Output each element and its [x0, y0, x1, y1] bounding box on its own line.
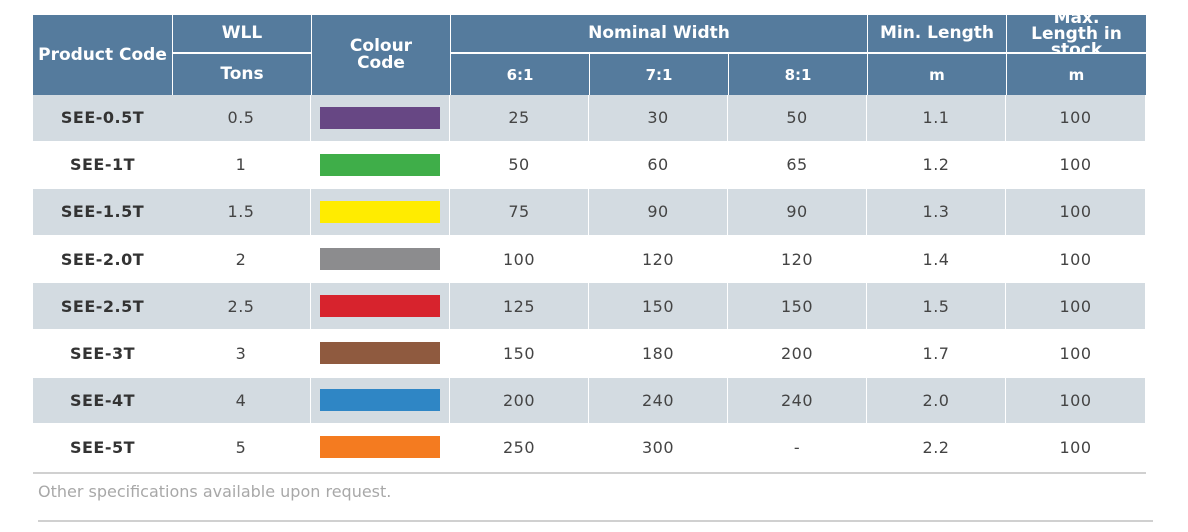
header-ratio: 6:1 [451, 54, 589, 95]
nominal-width-value: 90 [728, 189, 866, 235]
min-length-value: 2.2 [922, 437, 950, 457]
max-length-value: 100 [1006, 95, 1145, 141]
nominal-width-value: 150 [502, 343, 536, 363]
nominal-width-value: 60 [647, 155, 669, 175]
min-length-value: 2.0 [867, 377, 1005, 424]
max-length-value: 100 [1006, 283, 1145, 329]
colour-swatch [320, 153, 440, 176]
nominal-width-value: 300 [641, 437, 675, 457]
colour-cell [311, 377, 449, 424]
colour-cell [311, 331, 449, 377]
header-tons: Tons [173, 54, 311, 95]
nominal-width-value: 25 [450, 95, 588, 141]
header-min-unit: m [868, 54, 1006, 95]
max-length-value: 100 [1059, 249, 1092, 269]
colour-swatch [320, 295, 440, 318]
nominal-width-value: 125 [450, 283, 588, 329]
nominal-width-value: - [793, 437, 801, 457]
wll-value: 2 [235, 249, 247, 269]
nominal-width-value: 75 [450, 189, 588, 235]
colour-swatch [320, 200, 440, 223]
colour-swatch [320, 436, 440, 459]
max-length-value: 100 [1059, 437, 1092, 457]
nominal-width-value: 250 [502, 437, 536, 457]
table-bottom-rule [33, 472, 1146, 474]
header-colour-code: Colour Code [312, 15, 450, 95]
wll-value: 5 [235, 437, 247, 457]
header-ratio: 8:1 [729, 54, 867, 95]
nominal-width-value: 65 [786, 155, 808, 175]
max-length-value: 100 [1059, 343, 1092, 363]
nominal-width-value: 30 [589, 95, 727, 141]
nominal-width-value: 50 [728, 95, 866, 141]
max-length-value: 100 [1059, 155, 1092, 175]
wll-value: 0.5 [172, 95, 310, 141]
max-length-value: 100 [1006, 377, 1145, 424]
header-nominal-width: Nominal Width [451, 15, 867, 52]
colour-cell [311, 425, 449, 471]
page-rule [38, 520, 1153, 522]
nominal-width-value: 100 [502, 249, 536, 269]
wll-value: 3 [235, 343, 247, 363]
wll-value: 1 [235, 155, 247, 175]
nominal-width-value: 240 [589, 377, 727, 424]
product-code: SEE-1.5T [33, 189, 172, 235]
header-wll: WLL [173, 15, 311, 52]
header-product-code: Product Code [33, 15, 172, 95]
min-length-value: 1.1 [867, 95, 1005, 141]
min-length-value: 1.2 [922, 155, 950, 175]
product-code: SEE-5T [69, 437, 136, 457]
colour-cell [311, 142, 449, 188]
nominal-width-value: 120 [641, 249, 675, 269]
product-code: SEE-2.5T [33, 283, 172, 329]
product-code: SEE-0.5T [33, 95, 172, 141]
product-code: SEE-3T [69, 343, 136, 363]
nominal-width-value: 150 [589, 283, 727, 329]
wll-value: 4 [172, 377, 310, 424]
min-length-value: 1.7 [922, 343, 950, 363]
nominal-width-value: 200 [450, 377, 588, 424]
product-code: SEE-2.0T [60, 249, 145, 269]
wll-value: 2.5 [172, 283, 310, 329]
footer-note: Other specifications available upon requ… [38, 482, 392, 501]
header-max-length: Max. Length in stock [1007, 9, 1146, 58]
colour-swatch [320, 106, 440, 129]
header-max-unit: m [1007, 54, 1146, 95]
nominal-width-value: 240 [728, 377, 866, 424]
nominal-width-value: 200 [780, 343, 814, 363]
wll-value: 1.5 [172, 189, 310, 235]
nominal-width-value: 150 [728, 283, 866, 329]
colour-cell [311, 95, 449, 141]
colour-cell [311, 189, 449, 235]
colour-swatch [320, 389, 440, 412]
header-ratio: 7:1 [590, 54, 728, 95]
nominal-width-value: 120 [780, 249, 814, 269]
min-length-value: 1.4 [922, 249, 950, 269]
colour-cell [311, 236, 449, 282]
nominal-width-value: 50 [508, 155, 530, 175]
min-length-value: 1.3 [867, 189, 1005, 235]
product-code: SEE-4T [33, 377, 172, 424]
header-min-length: Min. Length [868, 15, 1006, 52]
nominal-width-value: 180 [641, 343, 675, 363]
colour-swatch [320, 342, 440, 365]
max-length-value: 100 [1006, 189, 1145, 235]
colour-cell [311, 283, 449, 329]
min-length-value: 1.5 [867, 283, 1005, 329]
nominal-width-value: 90 [589, 189, 727, 235]
colour-swatch [320, 248, 440, 271]
product-code: SEE-1T [69, 155, 136, 175]
